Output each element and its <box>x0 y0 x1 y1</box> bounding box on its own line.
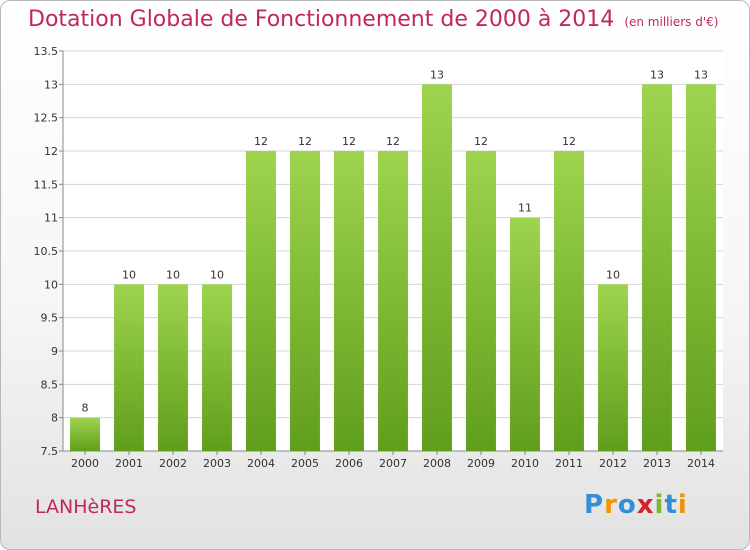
bar <box>598 284 628 451</box>
bar <box>642 84 672 451</box>
logo-letter: o <box>617 490 637 520</box>
y-tick-label: 13.5 <box>34 45 59 58</box>
logo-letter: r <box>604 490 618 520</box>
commune-name: LANHèRES <box>35 496 137 518</box>
y-tick-label: 9.5 <box>41 312 59 325</box>
x-tick-label: 2010 <box>511 457 539 470</box>
bar-value-label: 12 <box>342 135 356 148</box>
y-tick-label: 10.5 <box>34 245 59 258</box>
x-tick-label: 2004 <box>247 457 275 470</box>
bar <box>158 284 188 451</box>
bar <box>202 284 232 451</box>
bar <box>554 151 584 451</box>
y-tick-label: 12 <box>44 145 58 158</box>
bar-value-label: 10 <box>606 268 620 281</box>
x-tick-label: 2014 <box>687 457 715 470</box>
bar <box>246 151 276 451</box>
bar-value-label: 8 <box>82 402 89 415</box>
y-tick-label: 8 <box>51 412 58 425</box>
logo-letter: i <box>654 490 665 520</box>
bar <box>114 284 144 451</box>
x-tick-label: 2009 <box>467 457 495 470</box>
bar <box>422 84 452 451</box>
bar-value-label: 12 <box>562 135 576 148</box>
bar-value-label: 10 <box>122 268 136 281</box>
logo-letter: x <box>636 490 655 520</box>
x-tick-label: 2002 <box>159 457 187 470</box>
bar-value-label: 10 <box>166 268 180 281</box>
y-tick-label: 7.5 <box>41 445 59 458</box>
x-tick-label: 2012 <box>599 457 627 470</box>
logo-letter: P <box>584 490 605 520</box>
x-tick-label: 2008 <box>423 457 451 470</box>
bar-value-label: 12 <box>474 135 488 148</box>
x-tick-label: 2005 <box>291 457 319 470</box>
x-tick-label: 2011 <box>555 457 583 470</box>
x-tick-label: 2003 <box>203 457 231 470</box>
bar-value-label: 12 <box>386 135 400 148</box>
x-tick-label: 2007 <box>379 457 407 470</box>
y-tick-label: 12.5 <box>34 112 59 125</box>
x-tick-label: 2001 <box>115 457 143 470</box>
bar <box>466 151 496 451</box>
bar <box>686 84 716 451</box>
bar-value-label: 10 <box>210 268 224 281</box>
bar-value-label: 13 <box>694 68 708 81</box>
bar-value-label: 13 <box>430 68 444 81</box>
bar-value-label: 11 <box>518 202 532 215</box>
title-text: Dotation Globale de Fonctionnement de 20… <box>28 7 615 32</box>
x-tick-label: 2000 <box>71 457 99 470</box>
bar-value-label: 13 <box>650 68 664 81</box>
x-tick-label: 2013 <box>643 457 671 470</box>
title-unit: (en milliers d'€) <box>624 15 719 29</box>
bar <box>510 217 540 451</box>
proxiti-logo: Proxiti <box>584 490 688 520</box>
bar <box>290 151 320 451</box>
logo-letter: t <box>664 490 678 520</box>
chart-title: Dotation Globale de Fonctionnement de 20… <box>28 7 718 32</box>
bar <box>378 151 408 451</box>
y-tick-label: 8.5 <box>41 378 59 391</box>
bar-value-label: 12 <box>298 135 312 148</box>
logo-letter: i <box>677 490 688 520</box>
x-tick-label: 2006 <box>335 457 363 470</box>
y-tick-label: 9 <box>51 345 58 358</box>
y-tick-label: 10 <box>44 278 58 291</box>
bar <box>334 151 364 451</box>
y-tick-label: 11 <box>44 212 58 225</box>
bar <box>70 417 100 451</box>
y-tick-label: 13 <box>44 78 58 91</box>
y-tick-label: 11.5 <box>34 178 59 191</box>
bar-value-label: 12 <box>254 135 268 148</box>
